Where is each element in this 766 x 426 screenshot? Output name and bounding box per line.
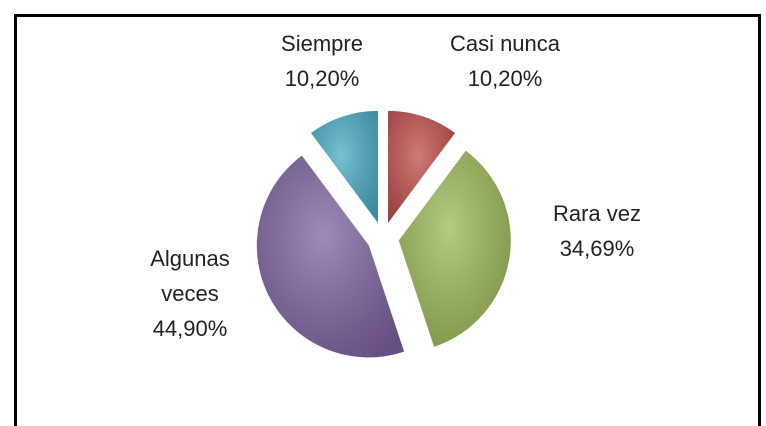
slice-shade	[398, 150, 511, 347]
slice-category-label: Algunas veces	[150, 246, 230, 306]
slice-category-label: Siempre	[281, 31, 363, 56]
label-line: veces	[161, 281, 218, 306]
slice-shade	[310, 110, 378, 223]
slice-value-label: 10,20%	[468, 66, 543, 91]
slice-value-label: 10,20%	[285, 66, 360, 91]
label-line: Algunas	[150, 246, 230, 271]
slice-category-label: Rara vez	[553, 201, 641, 226]
frame	[14, 14, 761, 426]
slice-shade	[388, 110, 456, 223]
slice-category-label: Casi nunca	[450, 31, 561, 56]
slice-value-label: 44,90%	[153, 316, 228, 341]
slice-value-label: 34,69%	[560, 236, 635, 261]
slice-shade	[256, 155, 405, 358]
